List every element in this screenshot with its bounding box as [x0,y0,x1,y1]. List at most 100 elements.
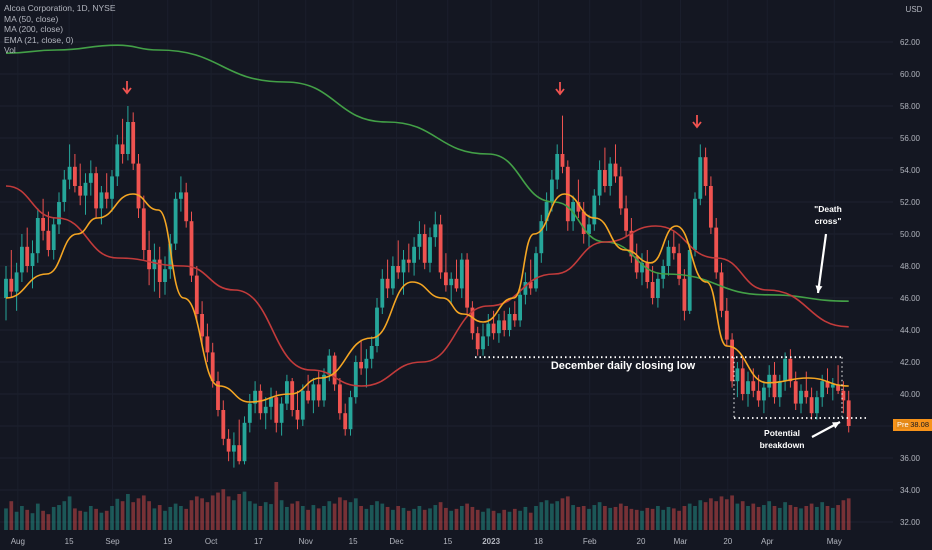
candle-body [629,230,634,257]
candle-body [693,198,697,250]
ma50-line [5,185,849,387]
candle-body [306,390,311,401]
x-tick-label: 15 [443,537,452,546]
volume-bar [491,510,496,530]
volume-bar [136,498,141,530]
ma200-line [5,44,849,302]
volume-bar [830,507,835,530]
volume-bar [640,510,644,530]
death-cross-arrow-head [815,285,823,293]
volume-bar [364,508,369,530]
volume-bar [141,495,146,530]
candle-body [205,336,210,353]
volume-bar [380,503,385,530]
legend-volume[interactable]: Vol [4,45,16,55]
legend-ema21[interactable]: EMA (21, close, 0) [4,34,74,45]
volume-bar [677,510,681,530]
volume-bar [740,501,745,530]
volume-bar [173,503,178,530]
volume-bar [608,507,613,530]
x-tick-label: 17 [254,537,263,546]
candle-body [14,272,19,292]
legend-ma200[interactable]: MA (200, close) [4,24,64,34]
y-tick-label: 58.00 [900,102,921,111]
legend-symbol[interactable]: Alcoa Corporation, 1D, NYSE [4,3,116,13]
candle-body [247,403,252,423]
volume-bar [709,498,713,530]
volume-bar [46,514,51,530]
volume-bar [263,502,268,530]
candle-body [173,198,178,244]
volume-bar [693,506,697,530]
candle-body [290,381,295,410]
candle-body [147,250,152,270]
candle-body [237,445,242,462]
candle-body [120,144,125,154]
candle-body [465,259,470,308]
volume-bar [274,482,279,530]
candle-body [125,122,130,154]
x-tick-label: 18 [534,537,543,546]
candle-body [231,445,236,452]
candle-body [502,320,507,330]
volume-bar [226,496,231,530]
volume-bar [618,503,623,530]
volume-bar [528,512,533,530]
volume-bar [825,506,830,530]
volume-bar [157,505,162,530]
candle-body [624,208,629,231]
volume-bar [799,508,803,530]
volume-bar [120,501,125,530]
breakdown-arrow-head [832,422,840,429]
candle-body [115,144,120,177]
candle-body [412,246,417,263]
candle-body [703,157,708,186]
candle-body [454,278,459,289]
candle-body [836,384,841,391]
candle-body [359,362,364,369]
candle-body [104,192,109,199]
candle-body [311,384,316,401]
volume-bar [793,506,798,530]
ema21-line [5,193,849,403]
volume-bar [687,503,692,530]
volume-bar [481,511,485,530]
volume-bar [613,506,618,530]
legend-ma50[interactable]: MA (50, close) [4,13,59,24]
candle-body [353,362,358,398]
volume-bar [258,506,263,530]
candle-body [618,176,623,209]
death-cross-line-2: cross" [815,216,842,226]
candle-body [443,272,448,286]
x-tick-label: Dec [389,537,403,546]
candle-body [846,400,851,426]
candle-body [226,438,231,452]
candle-body [88,173,93,183]
candle-body [708,186,713,228]
candle-body [724,310,729,340]
candle-body [581,211,586,234]
volume-bar [168,506,173,530]
volume-bar [131,502,136,530]
volume-bar [221,489,226,530]
volume-bar [332,503,337,530]
volume-bar [99,512,104,530]
volume-bar [767,501,772,530]
candle-body [671,246,676,254]
candle-body [9,278,14,292]
volume-bar [396,506,401,530]
volume-bar [242,491,247,530]
volume-bar [359,506,363,530]
volume-bar [565,496,570,530]
candle-body [719,272,724,311]
volume-bar [194,496,199,530]
volume-bar [311,505,316,530]
candle-body [295,410,300,420]
y-tick-label: 60.00 [900,70,921,79]
volume-bar [253,503,257,530]
y-tick-label: 40.00 [900,390,921,399]
volume-bar [94,508,98,530]
candle-body [94,173,99,209]
